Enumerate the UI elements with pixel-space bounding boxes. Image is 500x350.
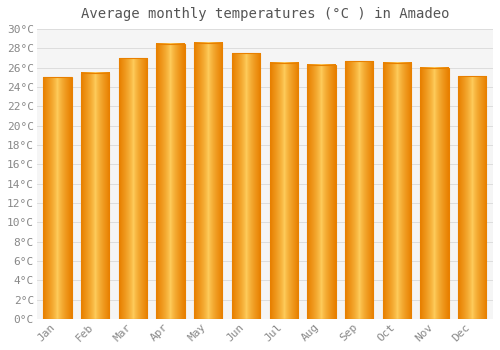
Bar: [382, 63, 411, 319]
Bar: [232, 53, 260, 319]
Title: Average monthly temperatures (°C ) in Amadeo: Average monthly temperatures (°C ) in Am…: [80, 7, 449, 21]
Bar: [118, 58, 147, 319]
Bar: [81, 72, 110, 319]
Bar: [194, 43, 222, 319]
Bar: [345, 61, 374, 319]
Bar: [270, 63, 298, 319]
Bar: [458, 76, 486, 319]
Bar: [420, 68, 448, 319]
Bar: [44, 77, 72, 319]
Bar: [156, 43, 184, 319]
Bar: [308, 65, 336, 319]
